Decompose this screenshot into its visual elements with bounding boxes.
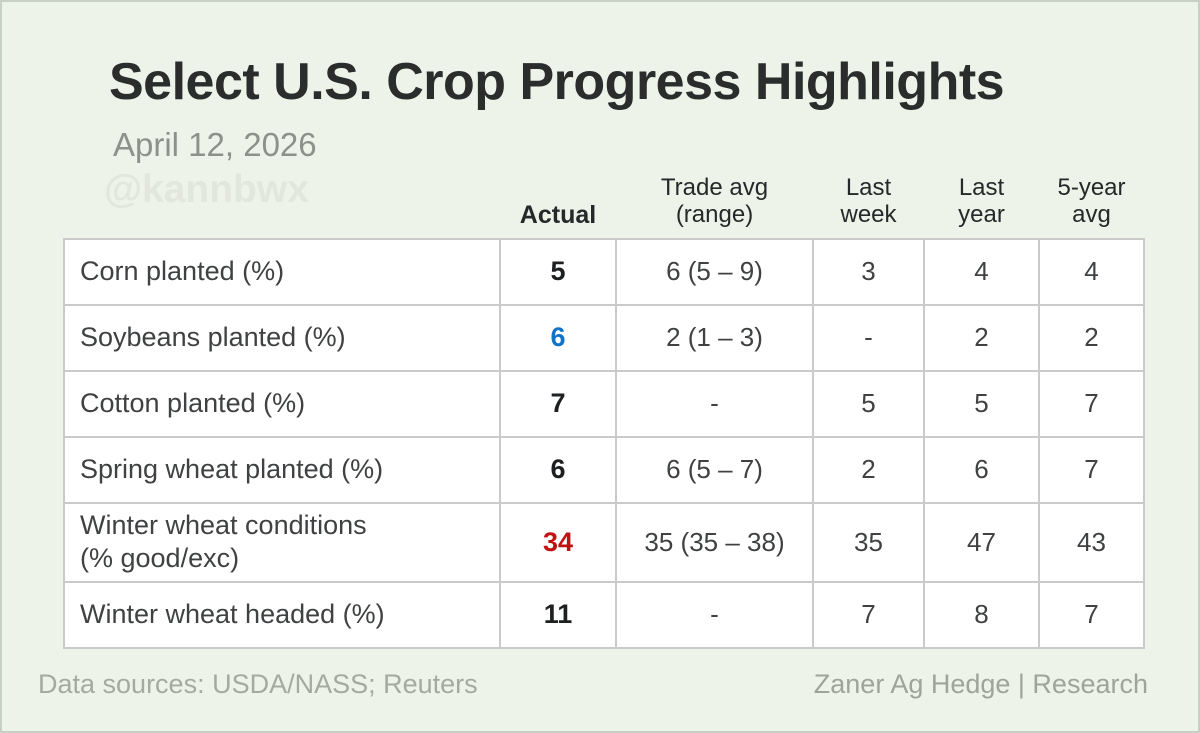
actual-value: 6 xyxy=(499,435,617,504)
row-label: Cotton planted (%) xyxy=(63,369,501,438)
table-container: Actual Trade avg (range) Last week Last … xyxy=(63,174,1145,649)
column-header-5-year-avg: 5-year avg xyxy=(1057,174,1126,228)
last-year-value: 5 xyxy=(923,369,1040,438)
table-header-row: Actual Trade avg (range) Last week Last … xyxy=(64,174,1144,239)
row-label: Soybeans planted (%) xyxy=(63,303,501,372)
attribution-text: Zaner Ag Hedge | Research xyxy=(813,669,1148,699)
actual-value: 7 xyxy=(499,369,617,438)
five-year-avg-value: 7 xyxy=(1038,435,1145,504)
last-week-value: - xyxy=(812,303,925,372)
last-week-value: 3 xyxy=(812,237,925,306)
row-label: Corn planted (%) xyxy=(63,237,501,306)
column-header-actual: Actual xyxy=(519,200,597,229)
last-week-value: 5 xyxy=(812,369,925,438)
trade-avg-value: 2 (1 – 3) xyxy=(615,303,814,372)
trade-avg-value: 6 (5 – 7) xyxy=(615,435,814,504)
table-row: Winter wheat conditions (% good/exc) 34 … xyxy=(63,501,1145,583)
last-year-value: 8 xyxy=(923,580,1040,649)
column-header-trade-avg: Trade avg (range) xyxy=(660,174,769,228)
table-row: Spring wheat planted (%) 6 6 (5 – 7) 2 6… xyxy=(63,435,1145,504)
crop-progress-table: Actual Trade avg (range) Last week Last … xyxy=(63,174,1145,649)
last-year-value: 2 xyxy=(923,303,1040,372)
last-week-value: 7 xyxy=(812,580,925,649)
five-year-avg-value: 7 xyxy=(1038,580,1145,649)
actual-value: 11 xyxy=(499,580,617,649)
table-row: Corn planted (%) 5 6 (5 – 9) 3 4 4 xyxy=(63,237,1145,306)
table-row: Soybeans planted (%) 6 2 (1 – 3) - 2 2 xyxy=(63,303,1145,372)
row-label: Winter wheat headed (%) xyxy=(63,580,501,649)
watermark-handle: @kannbwx xyxy=(104,168,309,211)
last-week-value: 35 xyxy=(812,501,925,583)
trade-avg-value: - xyxy=(615,580,814,649)
trade-avg-value: 6 (5 – 9) xyxy=(615,237,814,306)
five-year-avg-value: 2 xyxy=(1038,303,1145,372)
last-year-value: 4 xyxy=(923,237,1040,306)
column-header-last-week: Last week xyxy=(840,174,897,228)
last-year-value: 6 xyxy=(923,435,1040,504)
last-year-value: 47 xyxy=(923,501,1040,583)
data-sources-text: Data sources: USDA/NASS; Reuters xyxy=(38,669,478,699)
column-header-crop xyxy=(64,175,500,239)
row-label: Spring wheat planted (%) xyxy=(63,435,501,504)
last-week-value: 2 xyxy=(812,435,925,504)
page-title: Select U.S. Crop Progress Highlights xyxy=(109,53,1005,111)
table-row: Cotton planted (%) 7 - 5 5 7 xyxy=(63,369,1145,438)
trade-avg-value: 35 (35 – 38) xyxy=(615,501,814,583)
column-header-last-year: Last year xyxy=(958,174,1005,228)
actual-value: 34 xyxy=(499,501,617,583)
row-label: Winter wheat conditions (% good/exc) xyxy=(63,501,501,583)
five-year-avg-value: 4 xyxy=(1038,237,1145,306)
trade-avg-value: - xyxy=(615,369,814,438)
actual-value: 6 xyxy=(499,303,617,372)
five-year-avg-value: 7 xyxy=(1038,369,1145,438)
date-subtitle: April 12, 2026 xyxy=(113,126,317,163)
table-row: Winter wheat headed (%) 11 - 7 8 7 xyxy=(63,580,1145,649)
actual-value: 5 xyxy=(499,237,617,306)
five-year-avg-value: 43 xyxy=(1038,501,1145,583)
